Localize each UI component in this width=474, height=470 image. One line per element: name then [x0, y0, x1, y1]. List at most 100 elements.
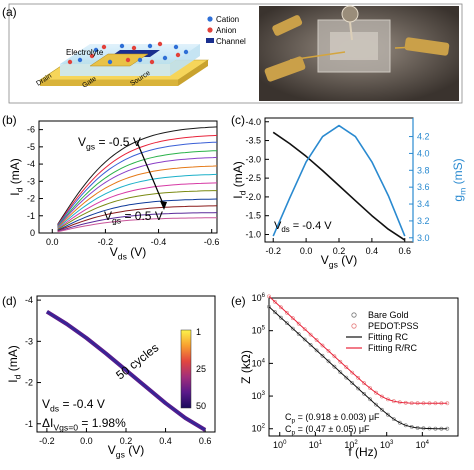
- d-annot-delta-main: ΔI: [42, 416, 53, 430]
- c-y2tick-label-1: 3.2: [417, 216, 430, 226]
- e-point-1-30: [356, 375, 361, 380]
- b-curve-0: [57, 126, 218, 225]
- e-point-0-34: [368, 397, 373, 402]
- e-point-1-14: [308, 332, 313, 337]
- e-point-1-40: [385, 397, 390, 402]
- e-ytick-base-0: 10: [252, 424, 262, 434]
- e-fit-1: [268, 296, 448, 404]
- e-xtick-base-4: 10: [416, 440, 426, 450]
- e-legend-label-3: Fitting R/RC: [368, 343, 418, 353]
- b-curve-10: [57, 205, 218, 232]
- c-xtick-label-4: 0.6: [399, 246, 412, 256]
- e-annot-c2-sub: p: [292, 430, 296, 437]
- e-point-1-10: [296, 321, 301, 326]
- b-curve-9: [57, 198, 218, 231]
- e-point-1-16: [314, 338, 319, 342]
- b-curve-8: [57, 190, 217, 231]
- b-ylabel-sub: d: [14, 187, 24, 192]
- b-annot-top-rest: = -0.5 V: [95, 135, 141, 149]
- anion-2: [157, 41, 163, 47]
- electrode-wire: [349, 21, 353, 41]
- c-ylabel: Id (mA): [231, 161, 247, 198]
- e-point-1-22: [332, 354, 337, 359]
- e-xtick-label-3: 103: [380, 440, 394, 450]
- c-xlabel-sub: gs: [329, 259, 338, 269]
- c-annot-rest: = -0.4 V: [290, 220, 333, 232]
- cation-2: [147, 43, 153, 49]
- b-annot-bottom: Vgs = 0.5 V: [104, 209, 163, 225]
- b-curve-12: [57, 217, 217, 233]
- anion-1: [131, 45, 137, 51]
- e-point-1-24: [338, 359, 343, 364]
- b-annot-bottom-sub: gs: [112, 215, 121, 225]
- c-ytick-label-0: -1.0: [245, 229, 261, 239]
- panel-b-axes: [38, 120, 218, 234]
- d-xtick-label-1: 0.0: [80, 436, 93, 446]
- c-y2tick-label-2: 3.4: [417, 199, 430, 209]
- e-ytick-exp-0: 2: [262, 424, 266, 430]
- e-point-0-0: [267, 304, 271, 309]
- e-legend-label-2: Fitting RC: [368, 332, 409, 342]
- b-ylabel-rest: (mA): [8, 158, 22, 187]
- d-annot-cycles: 50 cycles: [113, 341, 161, 383]
- b-gate-arrow: [136, 141, 165, 207]
- e-point-0-38: [379, 407, 384, 412]
- e-point-1-38: [379, 394, 384, 399]
- c-annot-main: V: [274, 220, 282, 232]
- electrolyte-side: [170, 44, 200, 76]
- e-annot-c2-main: C: [285, 424, 292, 434]
- d-curve: [46, 311, 206, 431]
- electrolyte-front: [60, 64, 170, 76]
- chip-well: [330, 32, 378, 60]
- cation-0: [93, 47, 99, 53]
- d-ytick-label-1: -2: [25, 378, 33, 388]
- b-curve-1: [57, 134, 218, 226]
- c-xtick-label-3: 0.4: [366, 246, 379, 256]
- device-schematic: Electrolyte Drain Gate Source: [35, 41, 209, 90]
- cation-label: Cation: [216, 15, 239, 24]
- electrode-top: [341, 5, 359, 23]
- probe-top-left: [272, 15, 303, 36]
- e-point-1-2: [273, 299, 277, 304]
- c-ytick-label-4: -3.0: [245, 154, 261, 164]
- e-xtick-label-2: 102: [344, 440, 358, 450]
- e-xtick-exp-0: 0: [283, 440, 287, 446]
- anion-marker: [207, 27, 213, 33]
- d-xlabel-sub: gs: [116, 449, 125, 459]
- c-ylabel-main: I: [231, 195, 245, 198]
- b-xlabel-main: V: [110, 245, 118, 259]
- e-ytick-label-0: 102: [252, 424, 266, 434]
- panel-c: (c) -0.2 0.0 0.2 0.4 0.6 -1.0 -1.5 -2.0 -2.5 -3.0 -…: [231, 113, 467, 269]
- d-ytick-label-0: -1: [25, 419, 33, 429]
- c-xlabel-main: V: [321, 253, 329, 267]
- e-point-0-4: [278, 315, 283, 320]
- panel-e-label: (e): [231, 294, 246, 308]
- d-xtick-label-0: -0.2: [39, 436, 55, 446]
- gate-electrode: [89, 53, 149, 67]
- cation-3: [173, 44, 179, 50]
- e-annot-c2-rest: = (0.47 ± 0.05) μF: [295, 424, 370, 434]
- e-annot-c1-main: C: [285, 412, 292, 422]
- e-legend-label-1: PEDOT:PSS: [368, 321, 419, 331]
- panel-a-label: (a): [2, 5, 17, 19]
- d-ylabel-main: I: [6, 379, 20, 382]
- c-ylabel-sub: d: [237, 190, 247, 195]
- d-xlabel: Vgs (V): [108, 443, 144, 459]
- b-curve-7: [57, 182, 218, 230]
- b-xtick-label-2: -0.4: [151, 237, 167, 247]
- e-point-1-26: [344, 365, 349, 370]
- e-point-0-32: [362, 391, 367, 396]
- c-ylabel-rest: (mA): [231, 161, 245, 190]
- e-ytick-base-2: 10: [252, 358, 262, 368]
- d-xtick-label-3: 0.4: [159, 436, 172, 446]
- d-xlabel-main: V: [108, 443, 116, 457]
- e-point-1-20: [326, 348, 331, 353]
- d-colorbar: [180, 329, 192, 409]
- panel-b: (b) 0.0 -0.2 -0.4 -0.6 0 -1 -2 -3 -4 -5 -6 Vgs = -0.…: [2, 113, 219, 261]
- d-ylabel: Id (mA): [6, 345, 22, 382]
- e-point-1-6: [284, 310, 289, 315]
- e-xtick-exp-1: 1: [319, 440, 323, 446]
- e-point-1-34: [368, 386, 373, 391]
- channel-legend-label: Channel: [216, 37, 246, 46]
- e-point-1-28: [350, 370, 355, 375]
